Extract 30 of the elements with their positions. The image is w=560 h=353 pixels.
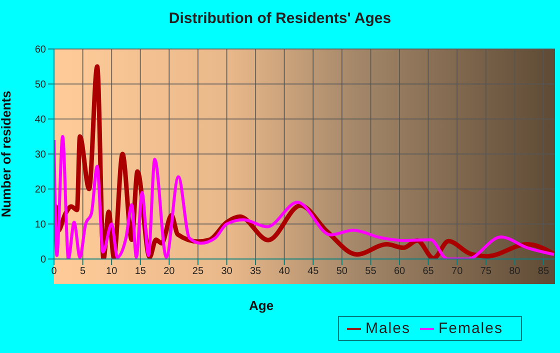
y-tick-label: 0 — [40, 254, 46, 266]
x-tick-label: 30 — [221, 266, 233, 278]
x-tick-label: 55 — [365, 266, 377, 278]
y-axis-title: Number of residents — [0, 90, 14, 218]
x-tick-label: 65 — [422, 266, 434, 278]
x-tick-label: 60 — [394, 266, 406, 278]
x-tick-label: 70 — [452, 266, 464, 278]
x-tick-label: 40 — [278, 266, 290, 278]
x-tick-label: 45 — [308, 266, 320, 278]
x-tick-label: 85 — [538, 266, 550, 278]
x-tick-label: 0 — [51, 266, 58, 278]
x-tick-label: 20 — [164, 266, 176, 278]
x-tick-label: 50 — [336, 266, 348, 278]
legend-label: Males — [365, 320, 410, 337]
chart-title: Distribution of Residents' Ages — [168, 10, 392, 27]
y-tick-label: 20 — [34, 184, 46, 196]
y-tick-label: 60 — [34, 44, 46, 56]
x-tick-label: 15 — [134, 266, 146, 278]
y-tick-label: 50 — [34, 80, 46, 91]
x-tick-label: 10 — [106, 266, 118, 278]
legend-label: Females — [438, 320, 503, 337]
x-tick-label: 80 — [509, 266, 521, 278]
x-axis-title: Age — [249, 298, 274, 313]
x-tick-label: 75 — [480, 266, 492, 278]
x-tick-label: 25 — [192, 266, 204, 278]
y-tick-label: 40 — [34, 114, 46, 126]
y-tick-label: 30 — [34, 150, 46, 161]
x-tick-label: 5 — [80, 266, 86, 278]
x-tick-label: 35 — [250, 266, 262, 278]
y-tick-label: 10 — [34, 220, 46, 231]
